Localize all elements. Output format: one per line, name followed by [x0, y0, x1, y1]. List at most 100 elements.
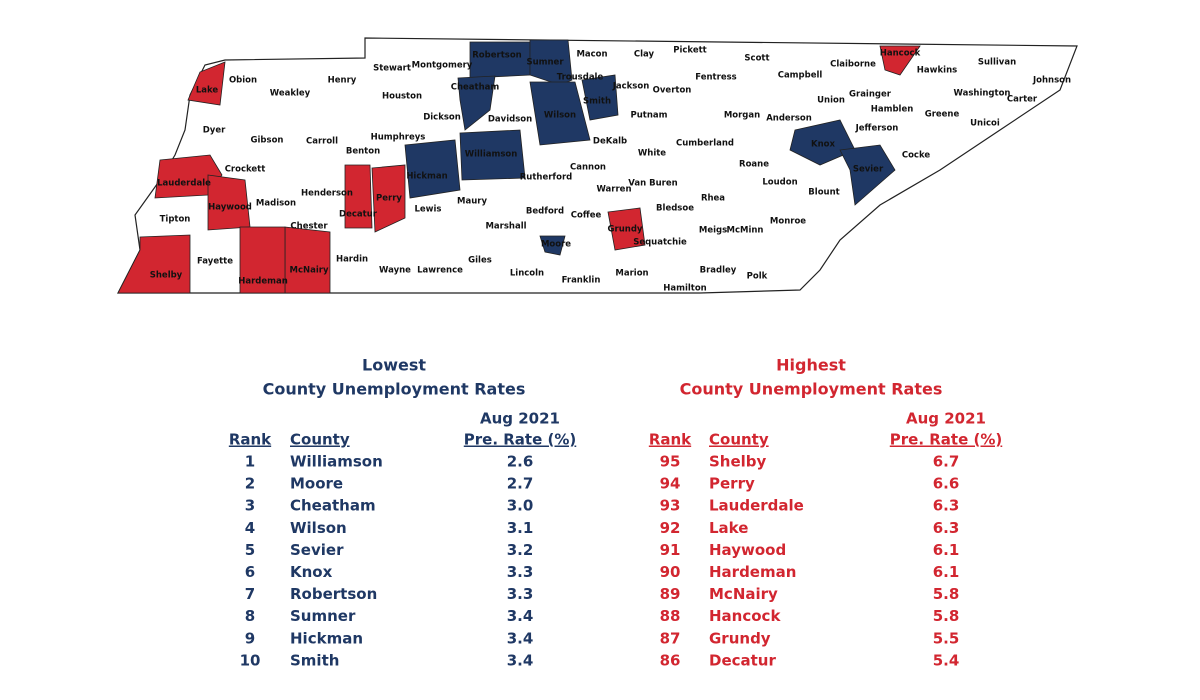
table-cell: Shelby	[709, 453, 767, 471]
table-cell: 90	[660, 563, 681, 581]
table-cell: 6.1	[933, 541, 960, 559]
county-label: Gibson	[251, 136, 284, 146]
county-fill	[187, 61, 226, 106]
county-label: Tipton	[160, 215, 191, 225]
column-header: Rank	[229, 431, 272, 449]
county-label: Giles	[468, 256, 492, 266]
county-label: Monroe	[770, 217, 806, 227]
table-cell: 3.4	[507, 607, 534, 625]
county-label: Marion	[615, 269, 648, 279]
table-cell: 2.6	[507, 453, 534, 471]
table-cell: Hancock	[709, 607, 781, 625]
county-label: Knox	[811, 140, 835, 150]
county-label: Sequatchie	[633, 238, 687, 248]
county-label: Sumner	[526, 58, 564, 68]
county-label: White	[638, 149, 666, 159]
table-cell: Perry	[709, 475, 755, 493]
county-label: Wilson	[544, 111, 576, 121]
table-cell: 3.0	[507, 497, 534, 515]
county-label: Henry	[328, 76, 357, 86]
column-header: County	[709, 431, 769, 449]
table-cell: 92	[660, 519, 681, 537]
county-label: Van Buren	[628, 179, 677, 189]
county-label: Franklin	[562, 276, 601, 286]
county-label: DeKalb	[593, 137, 627, 147]
table-cell: Smith	[290, 651, 339, 669]
county-label: Decatur	[339, 210, 378, 220]
county-label: Shelby	[150, 271, 183, 281]
county-label: Lincoln	[510, 269, 544, 279]
county-label: Montgomery	[412, 61, 473, 71]
county-label: Meigs	[699, 226, 727, 236]
county-label: Stewart	[373, 64, 411, 74]
table-title: County Unemployment Rates	[680, 380, 943, 399]
county-label: Cheatham	[451, 83, 500, 93]
county-label: Williamson	[465, 150, 518, 160]
table-title: County Unemployment Rates	[263, 380, 526, 399]
county-label: Anderson	[766, 114, 812, 124]
county-label: Fayette	[197, 257, 233, 267]
county-label: Weakley	[270, 89, 311, 99]
table-title: Highest	[776, 356, 846, 375]
table-cell: 6.1	[933, 563, 960, 581]
table-cell: 3.3	[507, 585, 534, 603]
table-cell: Hickman	[290, 629, 363, 647]
table-cell: 6.3	[933, 497, 960, 515]
table-cell: 6.7	[933, 453, 960, 471]
county-label: McMinn	[727, 226, 764, 236]
county-label: Houston	[382, 92, 422, 102]
table-cell: 3.2	[507, 541, 534, 559]
table-cell: Decatur	[709, 651, 776, 669]
county-fill	[284, 226, 331, 294]
county-label: Grainger	[849, 90, 892, 100]
county-fill	[457, 75, 496, 131]
county-label: Dickson	[423, 113, 461, 123]
county-label: Blount	[808, 188, 839, 198]
county-label: Perry	[376, 194, 402, 204]
county-label: Obion	[229, 76, 257, 86]
period: Aug 2021	[906, 410, 986, 428]
county-label: Lauderdale	[157, 179, 211, 189]
county-label: Hickman	[406, 172, 447, 182]
county-label: Overton	[653, 86, 692, 96]
county-label: Moore	[541, 240, 571, 250]
table-cell: Sevier	[290, 541, 344, 559]
county-label: Washington	[954, 89, 1011, 99]
table-cell: Lauderdale	[709, 497, 804, 515]
table-cell: 89	[660, 585, 681, 603]
column-header: Pre. Rate (%)	[890, 431, 1002, 449]
county-label: Bledsoe	[656, 204, 694, 214]
table-cell: 5.8	[933, 585, 960, 603]
county-label: Scott	[744, 54, 769, 64]
county-label: Trousdale	[557, 73, 604, 83]
table-cell: 5.5	[933, 629, 960, 647]
county-fill	[607, 207, 646, 251]
county-label: Rhea	[701, 194, 725, 204]
table-cell: 6.3	[933, 519, 960, 537]
county-label: Maury	[457, 197, 487, 207]
county-fill	[581, 74, 619, 121]
county-label: Benton	[346, 147, 380, 157]
table-cell: 2	[245, 475, 255, 493]
county-label: Claiborne	[830, 60, 876, 70]
column-header: County	[290, 431, 350, 449]
table-cell: Hardeman	[709, 563, 796, 581]
table-cell: 3	[245, 497, 255, 515]
county-label: Madison	[256, 199, 296, 209]
county-label: Hawkins	[917, 66, 957, 76]
table-cell: 88	[660, 607, 681, 625]
table-cell: 95	[660, 453, 681, 471]
county-fill	[789, 119, 856, 166]
county-label: Putnam	[631, 111, 668, 121]
county-label: Carter	[1007, 95, 1038, 105]
county-label: Sevier	[853, 165, 884, 175]
county-label: Hancock	[880, 49, 921, 59]
table-cell: Grundy	[709, 629, 771, 647]
table-cell: Cheatham	[290, 497, 376, 515]
county-fill	[839, 144, 896, 206]
county-label: Warren	[596, 185, 631, 195]
county-label: Smith	[583, 97, 611, 107]
county-label: Cumberland	[676, 139, 734, 149]
county-label: Hamilton	[663, 284, 707, 294]
